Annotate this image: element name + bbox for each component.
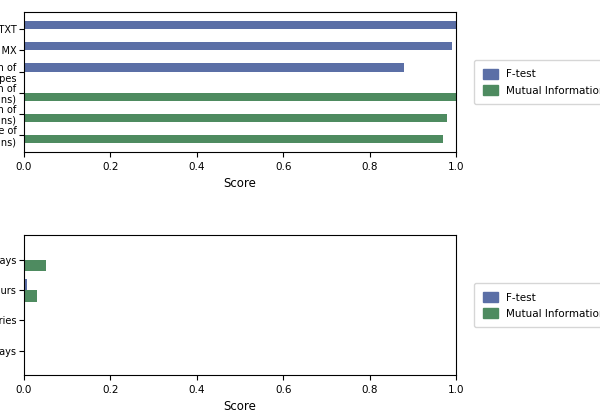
Bar	[24, 279, 27, 290]
Bar	[24, 135, 443, 143]
X-axis label: Score: Score	[224, 177, 256, 190]
Legend: F-test, Mutual Information: F-test, Mutual Information	[474, 60, 600, 104]
Bar	[24, 63, 404, 72]
Bar	[24, 93, 456, 101]
X-axis label: Score: Score	[224, 400, 256, 412]
Bar	[24, 260, 46, 271]
Bar	[24, 114, 448, 122]
Legend: F-test, Mutual Information: F-test, Mutual Information	[474, 283, 600, 327]
Bar	[24, 21, 456, 29]
Bar	[24, 309, 25, 321]
Bar	[24, 42, 452, 50]
Bar	[24, 290, 37, 302]
